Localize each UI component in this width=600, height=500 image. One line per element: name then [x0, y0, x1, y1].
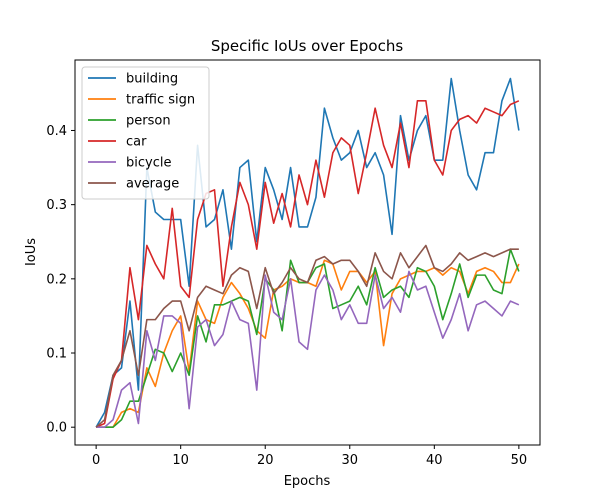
legend-label-bicycle: bicycle [126, 156, 171, 171]
legend-box [81, 66, 210, 200]
y-tick-label: 0.1 [46, 347, 67, 362]
legend-label-traffic-sign: traffic sign [126, 93, 195, 108]
chart-title: Specific IoUs over Epochs [211, 37, 403, 55]
legend: building traffic sign person car bicycle aver… [81, 66, 210, 200]
y-tick-label: 0.0 [46, 421, 67, 436]
legend-label-person: person [126, 114, 171, 129]
x-tick-label: 40 [426, 453, 443, 468]
x-axis: 0 10 20 30 40 50 [92, 445, 527, 468]
series-line-bicycle [96, 270, 520, 429]
series-line-car [95, 100, 520, 428]
x-tick-label: 0 [92, 453, 100, 468]
x-tick-label: 30 [341, 453, 358, 468]
x-tick-label: 10 [172, 453, 189, 468]
y-axis-label: IoUs [24, 238, 39, 266]
series-line-average [95, 244, 519, 428]
legend-label-building: building [126, 72, 178, 87]
y-tick-label: 0.2 [46, 272, 67, 287]
x-tick-label: 50 [511, 453, 528, 468]
legend-label-car: car [126, 135, 147, 150]
plot-frame [74, 59, 541, 446]
y-tick-label: 0.3 [46, 198, 67, 213]
y-axis: 0.0 0.1 0.2 0.3 0.4 [46, 124, 75, 436]
plot-area [95, 77, 520, 429]
y-tick-label: 0.4 [46, 124, 67, 139]
legend-label-average: average [126, 177, 179, 192]
x-axis-label: Epochs [284, 474, 331, 489]
x-tick-label: 20 [257, 453, 274, 468]
series-line-building [95, 77, 520, 428]
